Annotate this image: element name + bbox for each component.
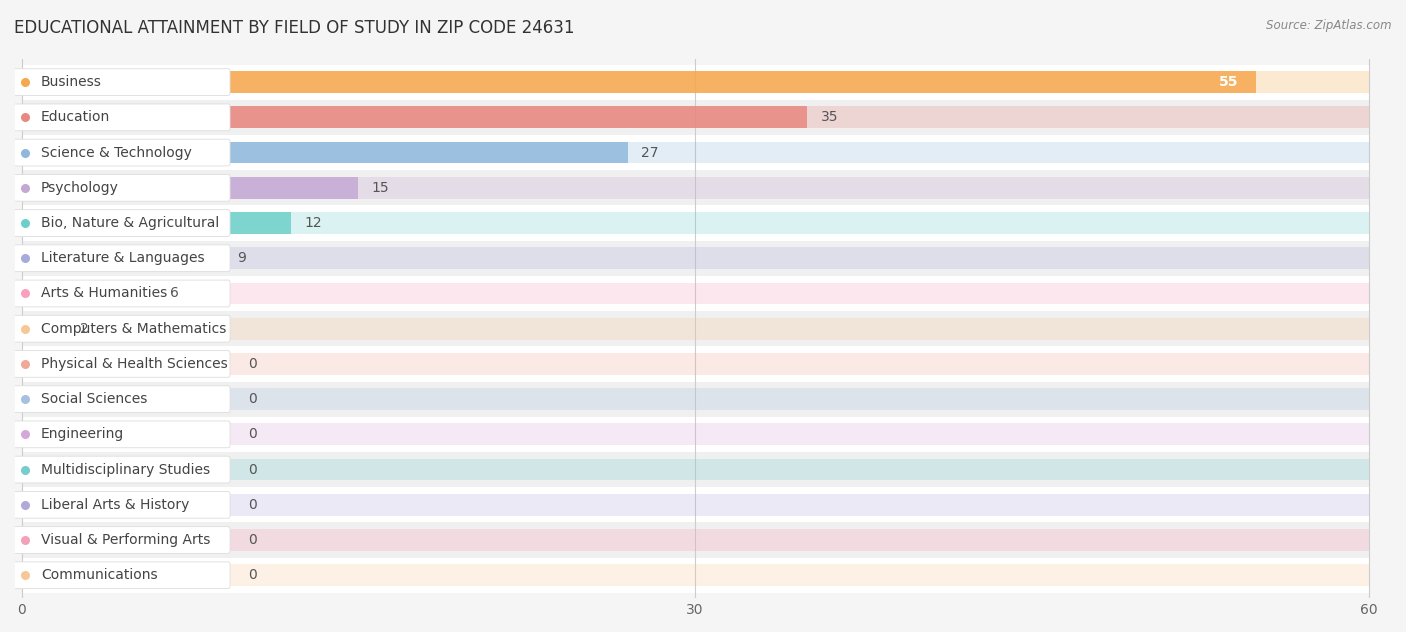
Text: Physical & Health Sciences: Physical & Health Sciences	[41, 357, 228, 371]
Bar	[21, 529, 1368, 551]
FancyBboxPatch shape	[13, 280, 231, 307]
FancyBboxPatch shape	[13, 526, 231, 554]
Bar	[21, 205, 1368, 241]
Text: Bio, Nature & Agricultural: Bio, Nature & Agricultural	[41, 216, 219, 230]
Text: 15: 15	[373, 181, 389, 195]
Bar	[21, 318, 1368, 339]
Bar	[21, 382, 1368, 416]
Bar	[21, 71, 1257, 93]
Bar	[21, 106, 1368, 128]
FancyBboxPatch shape	[13, 562, 231, 588]
Bar	[21, 423, 31, 446]
Text: 35: 35	[821, 111, 838, 125]
Bar	[21, 564, 31, 586]
Bar	[21, 494, 1368, 516]
Bar	[21, 135, 1368, 170]
Bar	[21, 353, 31, 375]
FancyBboxPatch shape	[13, 210, 231, 236]
Bar	[21, 71, 1368, 93]
FancyBboxPatch shape	[13, 69, 231, 95]
Bar	[21, 353, 1368, 375]
Bar	[21, 276, 1368, 311]
Bar	[21, 311, 1368, 346]
Bar	[21, 177, 359, 198]
Bar	[21, 523, 1368, 557]
Text: 6: 6	[170, 286, 179, 300]
Text: 0: 0	[249, 568, 257, 582]
Text: Literature & Languages: Literature & Languages	[41, 252, 204, 265]
Bar	[21, 388, 31, 410]
Text: Communications: Communications	[41, 568, 157, 582]
FancyBboxPatch shape	[13, 139, 231, 166]
Text: Social Sciences: Social Sciences	[41, 392, 148, 406]
Bar	[21, 142, 628, 164]
Text: 0: 0	[249, 498, 257, 512]
Text: 0: 0	[249, 463, 257, 477]
Bar	[21, 494, 31, 516]
Bar	[21, 177, 1368, 198]
FancyBboxPatch shape	[13, 174, 231, 201]
Text: Arts & Humanities: Arts & Humanities	[41, 286, 167, 300]
Text: 0: 0	[249, 427, 257, 441]
Bar	[21, 106, 807, 128]
Text: Source: ZipAtlas.com: Source: ZipAtlas.com	[1267, 19, 1392, 32]
Text: Liberal Arts & History: Liberal Arts & History	[41, 498, 190, 512]
Bar	[21, 459, 1368, 480]
Text: 0: 0	[249, 533, 257, 547]
Bar	[21, 564, 1368, 586]
Bar	[21, 557, 1368, 593]
Bar	[21, 64, 1368, 100]
Bar	[21, 212, 291, 234]
FancyBboxPatch shape	[13, 386, 231, 413]
Bar	[21, 318, 66, 339]
Bar	[21, 452, 1368, 487]
Bar	[21, 247, 224, 269]
FancyBboxPatch shape	[13, 421, 231, 447]
FancyBboxPatch shape	[13, 351, 231, 377]
Bar	[21, 212, 1368, 234]
Text: Visual & Performing Arts: Visual & Performing Arts	[41, 533, 209, 547]
Text: 27: 27	[641, 145, 659, 159]
Bar	[21, 529, 31, 551]
Text: 0: 0	[249, 392, 257, 406]
Text: 12: 12	[305, 216, 322, 230]
Bar	[21, 170, 1368, 205]
Text: 2: 2	[80, 322, 89, 336]
Text: 55: 55	[1219, 75, 1239, 89]
Bar	[21, 416, 1368, 452]
Bar	[21, 346, 1368, 382]
Bar	[21, 487, 1368, 523]
Bar	[21, 100, 1368, 135]
Text: 0: 0	[249, 357, 257, 371]
Bar	[21, 247, 1368, 269]
Bar	[21, 283, 1368, 305]
Text: EDUCATIONAL ATTAINMENT BY FIELD OF STUDY IN ZIP CODE 24631: EDUCATIONAL ATTAINMENT BY FIELD OF STUDY…	[14, 19, 575, 37]
FancyBboxPatch shape	[13, 492, 231, 518]
FancyBboxPatch shape	[13, 456, 231, 483]
FancyBboxPatch shape	[13, 315, 231, 342]
FancyBboxPatch shape	[13, 104, 231, 131]
Bar	[21, 423, 1368, 446]
Bar	[21, 459, 31, 480]
FancyBboxPatch shape	[13, 245, 231, 272]
Bar	[21, 241, 1368, 276]
Text: Education: Education	[41, 111, 110, 125]
Text: 9: 9	[238, 252, 246, 265]
Text: Business: Business	[41, 75, 101, 89]
Text: Psychology: Psychology	[41, 181, 118, 195]
Text: Engineering: Engineering	[41, 427, 124, 441]
Bar	[21, 283, 156, 305]
Text: Multidisciplinary Studies: Multidisciplinary Studies	[41, 463, 209, 477]
Text: Science & Technology: Science & Technology	[41, 145, 191, 159]
Bar	[21, 142, 1368, 164]
Text: Computers & Mathematics: Computers & Mathematics	[41, 322, 226, 336]
Bar	[21, 388, 1368, 410]
